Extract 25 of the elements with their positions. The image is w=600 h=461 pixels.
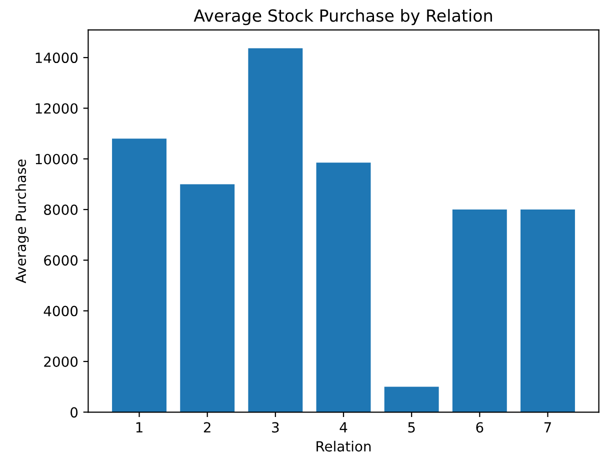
y-axis-title: Average Purchase [15,160,29,284]
x-tick-label: 4 [340,422,348,432]
bar [452,210,507,412]
x-tick-label: 5 [408,422,415,433]
y-tick-label: 12000 [36,103,78,114]
bar [248,48,303,412]
bar [316,162,371,412]
y-tick-label: 8000 [44,204,78,215]
y-tick-label: 10000 [36,154,78,164]
x-tick-label: 2 [204,422,210,432]
y-tick-label: 6000 [44,255,78,266]
y-tick-label: 0 [70,407,78,418]
bar [180,184,235,412]
bar [112,138,166,412]
x-tick-label: 7 [544,422,551,432]
bar [520,210,575,412]
x-tick-label: 3 [272,422,279,433]
x-tick-label: 6 [476,422,484,433]
y-tick-label: 2000 [44,356,78,367]
bar [384,386,439,412]
chart-title: Average Stock Purchase by Relation [194,8,492,26]
y-tick-label: 14000 [36,52,78,64]
y-tick-label: 4000 [44,306,78,316]
x-axis-title: Relation [316,440,371,452]
x-tick-label: 1 [136,422,142,432]
